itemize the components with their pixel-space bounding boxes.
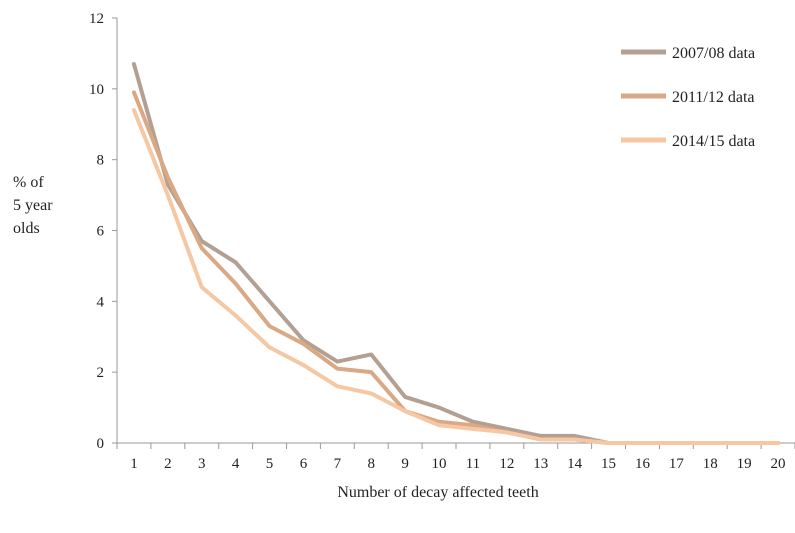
x-axis-title: Number of decay affected teeth	[337, 484, 538, 501]
y-tick-label: 8	[97, 153, 105, 169]
x-tick-label: 1	[130, 456, 138, 472]
x-tick-label: 7	[334, 456, 342, 472]
legend-label: 2014/15 data	[672, 133, 755, 150]
x-tick-label: 4	[232, 456, 240, 472]
x-tick-label: 17	[669, 456, 685, 472]
x-tick-label: 3	[198, 456, 206, 472]
x-tick-label: 11	[466, 456, 480, 472]
legend-label: 2011/12 data	[672, 89, 755, 106]
x-tick-label: 20	[771, 456, 786, 472]
y-tick-label: 0	[97, 436, 105, 452]
x-tick-label: 2	[164, 456, 172, 472]
x-tick-label: 9	[401, 456, 409, 472]
x-tick-label: 13	[533, 456, 548, 472]
legend-label: 2007/08 data	[672, 45, 755, 62]
x-tick-label: 12	[499, 456, 514, 472]
y-tick-label: 6	[97, 224, 105, 240]
y-axis-title-line: 5 year	[13, 197, 53, 214]
x-tick-label: 15	[601, 456, 616, 472]
x-tick-label: 18	[703, 456, 718, 472]
x-tick-label: 10	[432, 456, 447, 472]
x-tick-label: 5	[266, 456, 274, 472]
x-tick-label: 6	[300, 456, 308, 472]
x-axis-ticks: 1 2 3 4 5 6 7 8 9 10 11 12 13 14 15 16 17 18 19 20	[116, 443, 795, 472]
y-axis-title: % of 5 year olds	[13, 174, 53, 237]
y-axis-ticks: 0 2 4 6 8 10 12	[89, 11, 117, 452]
x-tick-label: 14	[567, 456, 583, 472]
y-axis-title-line: % of	[13, 174, 44, 191]
x-tick-label: 19	[737, 456, 752, 472]
y-tick-label: 2	[97, 365, 105, 381]
series-line	[131, 108, 781, 445]
series-line	[131, 62, 781, 445]
y-tick-label: 12	[89, 11, 104, 27]
legend: 2007/08 data 2011/12 data 2014/15 data	[621, 45, 755, 150]
x-tick-label: 8	[368, 456, 376, 472]
y-tick-label: 4	[97, 294, 105, 310]
series-lines	[131, 62, 781, 445]
y-axis-title-line: olds	[13, 220, 40, 237]
x-tick-label: 16	[635, 456, 651, 472]
y-tick-label: 10	[89, 82, 104, 98]
